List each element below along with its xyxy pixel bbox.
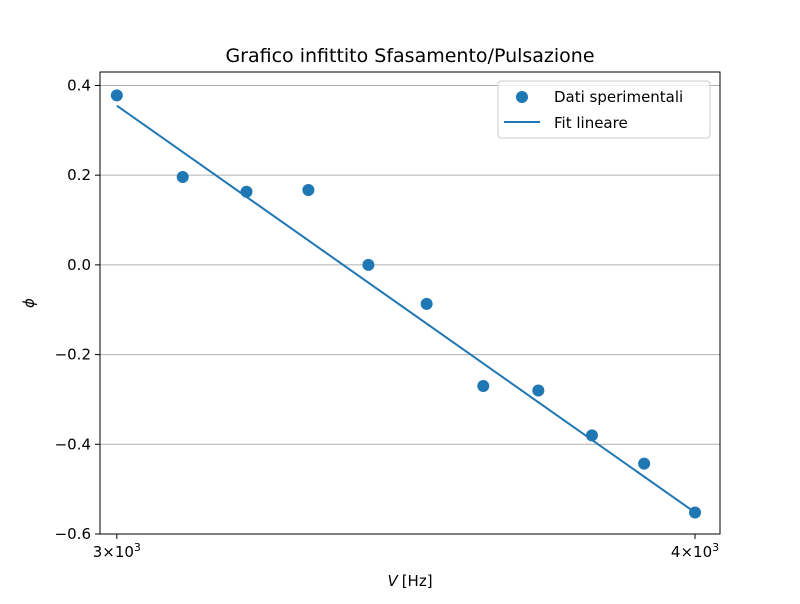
data-point: [176, 170, 189, 183]
data-point: [689, 506, 702, 519]
data-point: [585, 429, 598, 442]
x-tick-label: 4×103: [671, 541, 719, 561]
plot-frame: [99, 71, 721, 535]
y-ticks: 0.4 0.2 0.0 −0.2 −0.4 −0.6: [55, 76, 100, 543]
data-point: [240, 185, 253, 198]
points-layer: [110, 89, 702, 519]
y-axis-label: ϕ: [20, 298, 38, 308]
data-point: [477, 379, 490, 392]
grid-layer: [100, 84, 720, 535]
x-tick-mantissa: 4×10: [671, 543, 712, 561]
x-tick-label: 3×103: [93, 541, 141, 561]
legend-scatter-marker: [516, 91, 528, 103]
legend-box: [497, 80, 711, 139]
data-point: [532, 384, 545, 397]
fit-line: [116, 104, 696, 514]
y-tick-label: 0.2: [67, 166, 91, 184]
chart-title: Grafico infittito Sfasamento/Pulsazione: [225, 45, 594, 67]
data-point: [110, 89, 123, 102]
x-axis-var: V: [387, 572, 399, 590]
data-point: [420, 297, 433, 310]
y-tick-label: −0.6: [55, 525, 91, 543]
x-axis-label: V [Hz]: [387, 572, 432, 590]
x-ticks: 3×103 4×103: [93, 534, 719, 561]
legend-label-fit: Fit lineare: [554, 114, 628, 132]
y-tick-label: −0.4: [55, 435, 91, 453]
fit-layer: [116, 104, 696, 514]
legend-label-scatter: Dati sperimentali: [554, 88, 683, 106]
y-tick-label: 0.4: [67, 76, 91, 94]
x-tick-mantissa: 3×10: [93, 543, 134, 561]
x-tick-exponent: 3: [712, 541, 719, 554]
legend: Dati sperimentali Fit lineare: [497, 80, 711, 139]
x-tick-exponent: 3: [134, 541, 141, 554]
x-axis-unit: [Hz]: [402, 572, 433, 590]
y-tick-label: −0.2: [55, 346, 91, 364]
data-point: [362, 258, 375, 271]
y-tick-label: 0.0: [67, 256, 91, 274]
data-point: [638, 457, 651, 470]
data-point: [302, 183, 315, 196]
